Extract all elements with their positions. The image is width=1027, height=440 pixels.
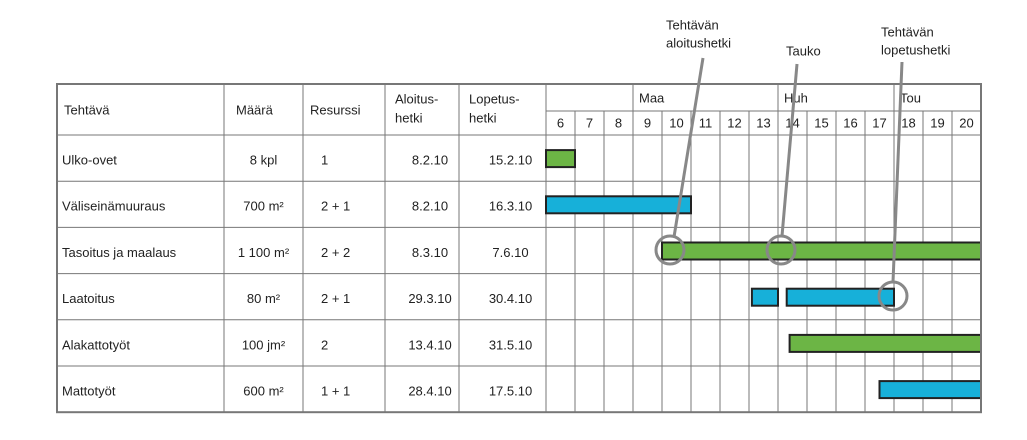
cell-task: Alakattotyöt xyxy=(62,337,130,352)
task-bar xyxy=(785,287,896,307)
month-label: Tou xyxy=(900,90,921,105)
callout-circle xyxy=(765,234,797,266)
header-label: hetki xyxy=(469,110,497,125)
cell-task: Ulko-ovet xyxy=(62,153,117,168)
cell-resources: 2 + 1 xyxy=(321,291,350,306)
cell-task: Väliseinämuuraus xyxy=(62,199,166,214)
week-label: 20 xyxy=(959,115,973,130)
cell-end: 30.4.10 xyxy=(489,291,532,306)
week-label: 13 xyxy=(756,115,770,130)
week-label: 6 xyxy=(557,115,564,130)
cell-resources: 1 + 1 xyxy=(321,384,350,399)
cell-start: 29.3.10 xyxy=(408,291,451,306)
annotation-label: lopetushetki xyxy=(881,42,950,57)
callouts: Tehtävän aloitushetki Tauko Tehtävän lopetus… xyxy=(654,17,950,312)
header-label: Lopetus- xyxy=(469,91,520,106)
cell-amount: 1 100 m² xyxy=(238,245,290,260)
cell-resources: 2 + 2 xyxy=(321,245,350,260)
task-bar xyxy=(788,333,982,353)
week-label: 17 xyxy=(872,115,886,130)
cell-resources: 1 xyxy=(321,153,328,168)
cell-amount: 80 m² xyxy=(247,291,281,306)
task-bar xyxy=(661,241,982,261)
annotation-label: Tehtävän xyxy=(666,17,719,32)
cell-amount: 100 jm² xyxy=(242,337,286,352)
cell-amount: 600 m² xyxy=(243,384,284,399)
callout-line xyxy=(672,57,705,238)
cell-end: 31.5.10 xyxy=(489,337,532,352)
week-label: 15 xyxy=(814,115,828,130)
cell-task: Mattotyöt xyxy=(62,384,116,399)
callout-circle xyxy=(654,234,686,266)
cell-end: 7.6.10 xyxy=(492,245,528,260)
week-label: 19 xyxy=(930,115,944,130)
header-label: Aloitus- xyxy=(395,91,438,106)
cell-end: 16.3.10 xyxy=(489,199,532,214)
annotation-label: Tehtävän xyxy=(881,24,934,39)
week-label: 11 xyxy=(699,115,713,130)
callout-circle xyxy=(877,280,909,312)
annotation-label: aloitushetki xyxy=(666,35,731,50)
cell-start: 8.2.10 xyxy=(412,153,448,168)
header-label: Resurssi xyxy=(310,102,361,117)
header-label: hetki xyxy=(395,110,423,125)
week-label: 18 xyxy=(901,115,915,130)
header-label: Tehtävä xyxy=(64,102,110,117)
week-label: 10 xyxy=(669,115,683,130)
cell-resources: 2 xyxy=(321,337,328,352)
cell-start: 8.2.10 xyxy=(412,199,448,214)
task-bar xyxy=(545,149,576,169)
callout-line xyxy=(891,61,904,283)
cell-start: 13.4.10 xyxy=(408,337,451,352)
week-label: 9 xyxy=(644,115,651,130)
task-bar xyxy=(750,287,780,307)
table-frame xyxy=(56,83,982,414)
cell-task: Tasoitus ja maalaus xyxy=(62,245,177,260)
month-label: Huh xyxy=(784,90,808,105)
month-label: Maa xyxy=(639,90,665,105)
task-bar xyxy=(545,195,692,215)
cell-start: 8.3.10 xyxy=(412,245,448,260)
week-label: 12 xyxy=(727,115,741,130)
week-label: 7 xyxy=(586,115,593,130)
cell-amount: 700 m² xyxy=(243,199,284,214)
annotation-label: Tauko xyxy=(786,43,821,58)
cell-task: Laatoitus xyxy=(62,291,115,306)
cell-start: 28.4.10 xyxy=(408,384,451,399)
week-label: 8 xyxy=(615,115,622,130)
week-label: 16 xyxy=(843,115,857,130)
callout-line xyxy=(780,63,799,237)
header-label: Määrä xyxy=(236,102,274,117)
task-bar xyxy=(878,380,982,400)
cell-end: 17.5.10 xyxy=(489,384,532,399)
cell-amount: 8 kpl xyxy=(250,153,278,168)
cell-end: 15.2.10 xyxy=(489,153,532,168)
cell-resources: 2 + 1 xyxy=(321,199,350,214)
